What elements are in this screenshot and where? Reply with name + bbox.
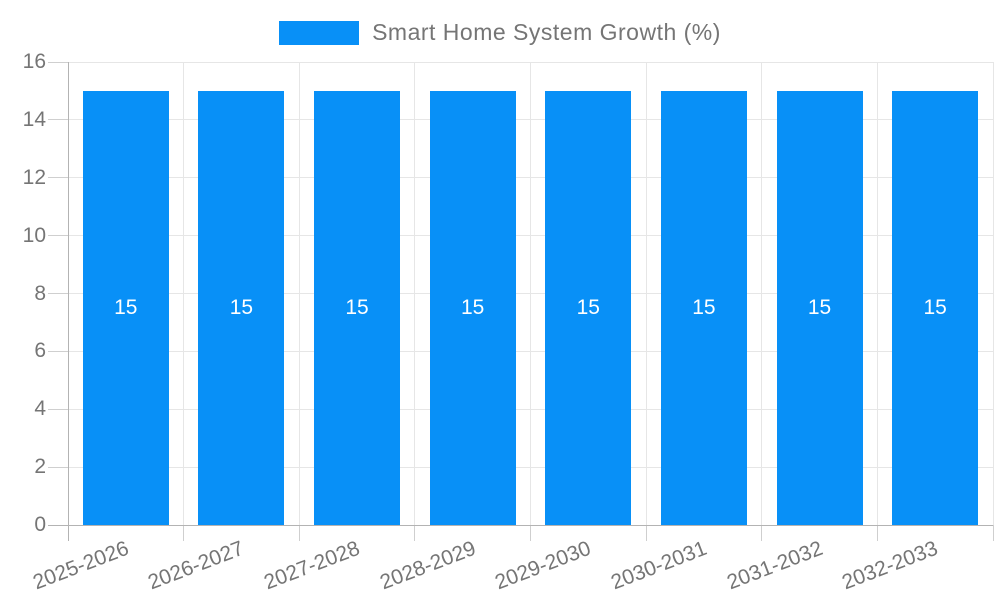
bar: 15 bbox=[429, 90, 516, 525]
bar-value-label: 15 bbox=[807, 295, 832, 319]
y-tick-mark bbox=[48, 177, 68, 179]
y-tick-mark bbox=[48, 119, 68, 121]
bar-value-label: 15 bbox=[229, 295, 254, 319]
gridline-vertical bbox=[992, 62, 994, 525]
x-tick-mark bbox=[992, 525, 994, 541]
x-tick-mark bbox=[414, 525, 416, 541]
y-axis-label: 2 bbox=[34, 455, 46, 479]
bar-value-label: 15 bbox=[345, 295, 369, 319]
legend-label: Smart Home System Growth (%) bbox=[372, 19, 721, 45]
gridline-vertical bbox=[530, 62, 531, 525]
y-tick-mark bbox=[48, 293, 68, 294]
y-axis-label: 8 bbox=[34, 281, 46, 305]
y-axis-label: 6 bbox=[34, 339, 46, 363]
gridline-vertical bbox=[761, 62, 763, 525]
legend: Smart Home System Growth (%) bbox=[0, 19, 1000, 46]
gridline-vertical bbox=[183, 62, 185, 525]
y-tick-mark bbox=[48, 466, 68, 468]
y-tick-mark bbox=[48, 524, 68, 526]
x-tick-mark bbox=[645, 525, 647, 541]
x-tick-mark bbox=[298, 525, 300, 541]
bar: 15 bbox=[545, 90, 632, 525]
bar: 15 bbox=[892, 90, 979, 525]
y-axis-label: 14 bbox=[22, 107, 46, 131]
bar: 15 bbox=[198, 90, 285, 525]
bar-value-label: 15 bbox=[923, 295, 947, 319]
y-tick-mark bbox=[48, 350, 68, 352]
bar: 15 bbox=[660, 90, 747, 525]
x-axis-line bbox=[68, 524, 993, 526]
bar: 15 bbox=[776, 90, 863, 525]
gridline-vertical bbox=[414, 62, 416, 525]
x-tick-mark bbox=[761, 525, 763, 541]
y-axis-label: 10 bbox=[22, 223, 46, 247]
y-tick-mark bbox=[48, 408, 68, 410]
x-tick-mark bbox=[67, 525, 69, 541]
x-tick-mark bbox=[183, 525, 185, 541]
y-tick-mark bbox=[48, 61, 68, 63]
gridline-vertical bbox=[298, 62, 300, 525]
y-axis-label: 4 bbox=[34, 397, 46, 421]
y-tick-mark bbox=[48, 235, 68, 237]
gridline-vertical bbox=[876, 62, 878, 525]
legend-swatch bbox=[279, 20, 360, 45]
bar-value-label: 15 bbox=[461, 295, 485, 319]
gridline-vertical bbox=[645, 62, 647, 525]
x-tick-mark bbox=[530, 525, 531, 541]
y-axis-label: 12 bbox=[22, 165, 46, 189]
bar: 15 bbox=[82, 90, 169, 525]
x-tick-mark bbox=[876, 525, 878, 541]
bar: 15 bbox=[314, 90, 401, 525]
y-axis-line bbox=[67, 62, 69, 525]
y-axis-label: 16 bbox=[22, 50, 46, 73]
bar-value-label: 15 bbox=[692, 295, 716, 319]
bar-value-label: 15 bbox=[576, 295, 600, 319]
bar-value-label: 15 bbox=[114, 295, 138, 319]
y-axis-label: 0 bbox=[34, 513, 46, 536]
